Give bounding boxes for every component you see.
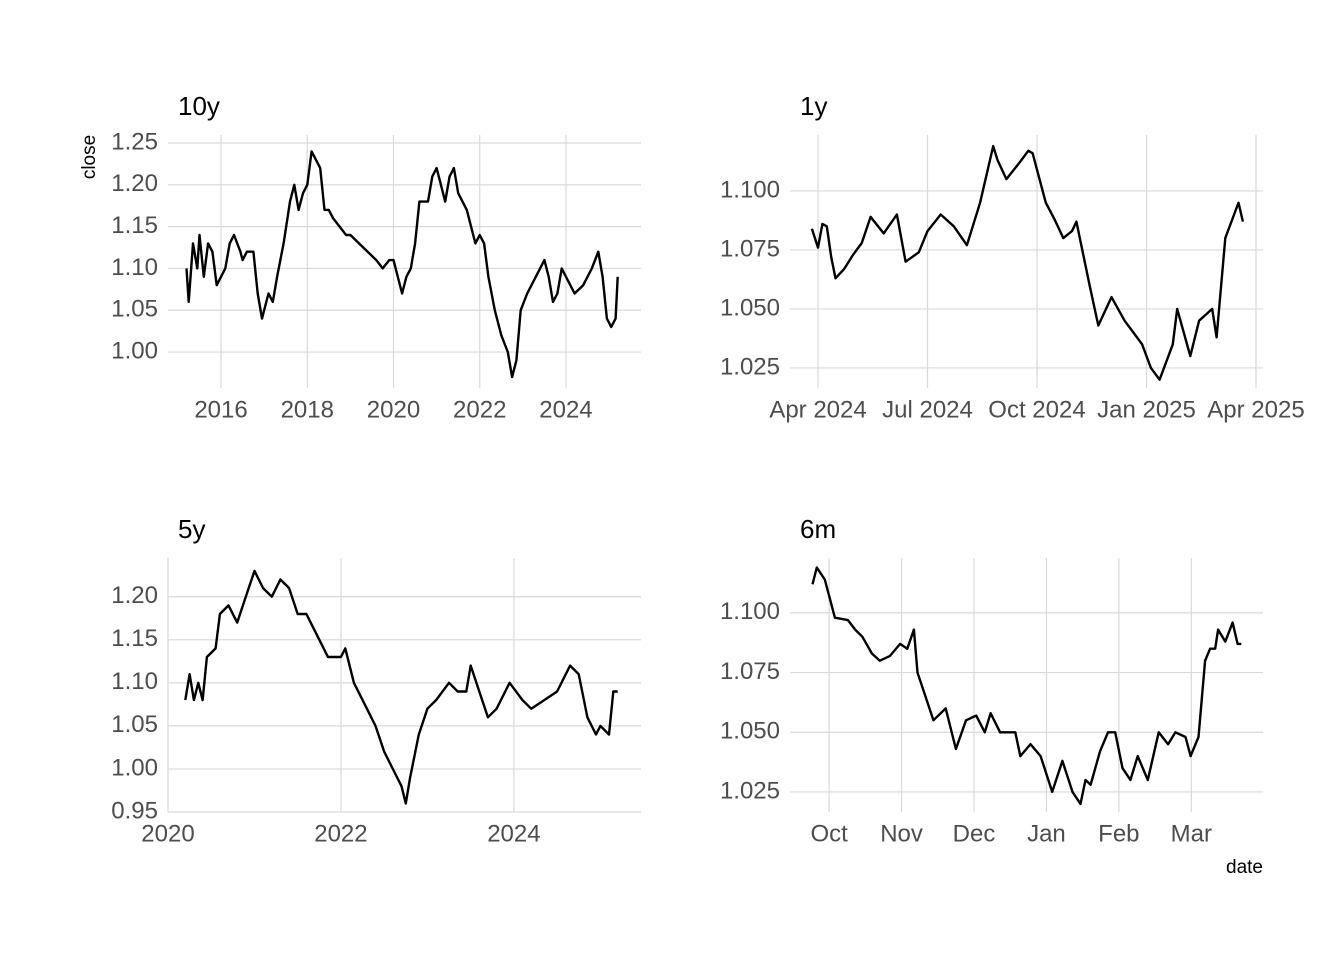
price-line [184,569,618,805]
y-tick-label: 1.10 [111,668,158,695]
y-tick-label: 1.025 [720,777,780,804]
x-tick-label: 2018 [281,396,334,423]
x-tick-label: 2024 [487,820,540,847]
y-tick-label: 1.050 [720,718,780,745]
x-tick-label: 2016 [194,396,247,423]
x-tick-label: Jan 2025 [1097,396,1196,423]
y-tick-label: 1.100 [720,176,780,203]
y-tick-label: 1.00 [111,754,158,781]
x-tick-label: Oct [810,820,848,847]
y-tick-label: 1.05 [111,711,158,738]
y-tick-label: 1.15 [111,212,158,239]
y-tick-label: 1.20 [111,582,158,609]
x-tick-label: Apr 2025 [1207,396,1304,423]
y-tick-label: 1.025 [720,353,780,380]
x-tick-label: Oct 2024 [988,396,1085,423]
x-tick-label: 2024 [539,396,592,423]
y-tick-label: 1.075 [720,235,780,262]
panel-title: 10y [178,91,220,121]
panel-title: 6m [800,514,836,544]
y-tick-label: 0.95 [111,797,158,824]
panel-title: 1y [800,91,827,121]
y-tick-label: 1.100 [720,598,780,625]
y-tick-label: 1.00 [111,337,158,364]
x-tick-label: Apr 2024 [769,396,866,423]
y-tick-label: 1.075 [720,658,780,685]
y-tick-label: 1.050 [720,294,780,321]
x-tick-label: 2022 [314,820,367,847]
y-tick-label: 1.05 [111,296,158,323]
x-tick-label: Dec [953,820,996,847]
price-line [810,144,1245,381]
x-tick-label: 2020 [141,820,194,847]
y-tick-label: 1.25 [111,128,158,155]
y-tick-label: 1.20 [111,170,158,197]
price-line [811,566,1242,806]
price-line [185,150,619,379]
x-tick-label: 2022 [453,396,506,423]
x-tick-label: Feb [1098,820,1139,847]
y-axis-title: close [79,135,100,179]
y-tick-label: 1.15 [111,625,158,652]
panel-title: 5y [178,514,205,544]
x-tick-label: Jan [1027,820,1066,847]
x-axis-title: date [1226,857,1263,878]
x-tick-label: 2020 [367,396,420,423]
x-tick-label: Nov [880,820,923,847]
y-tick-label: 1.10 [111,254,158,281]
x-tick-label: Mar [1171,820,1212,847]
x-tick-label: Jul 2024 [882,396,973,423]
